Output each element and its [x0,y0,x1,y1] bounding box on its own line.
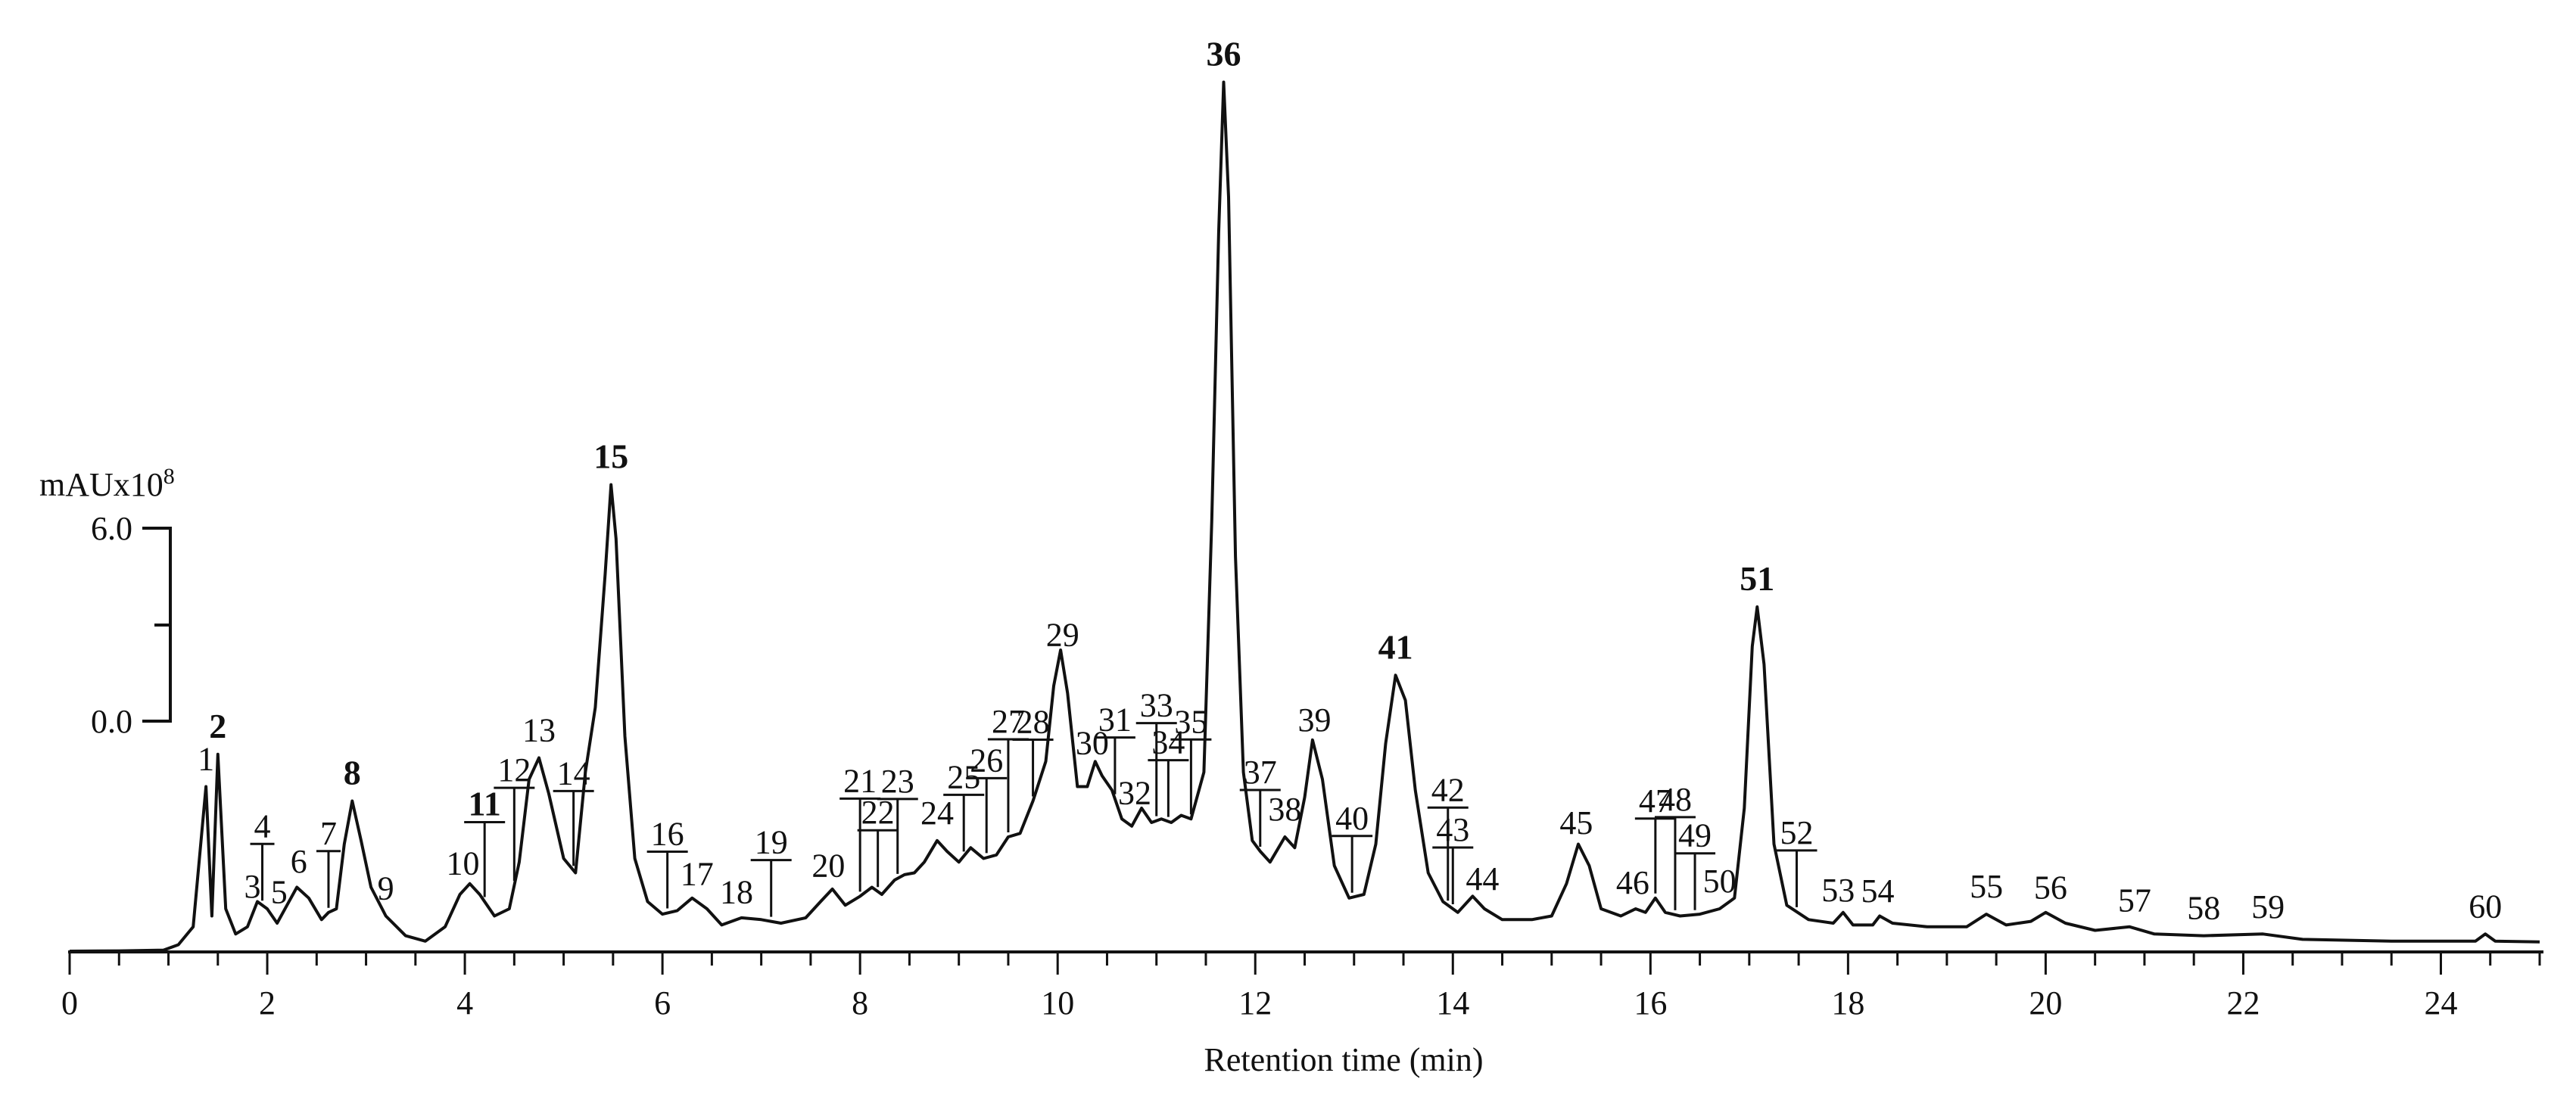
peak-label-51: 51 [1740,559,1774,598]
peak-label-9: 9 [378,870,394,907]
peak-label-41: 41 [1378,627,1413,666]
peak-label-55: 55 [1970,868,2003,905]
peak-label-21: 21 [843,762,877,799]
x-ticks: 0 2 4 6 8 10 12 14 16 18 20 22 24 [61,952,2541,1022]
x-tick-label: 6 [654,984,671,1022]
peak-label-33: 33 [1140,687,1173,724]
peak-label-26: 26 [970,742,1003,779]
peak-label-18: 18 [720,873,753,910]
peak-label-57: 57 [2118,882,2151,919]
peak-label-22: 22 [861,794,895,831]
peak-label-25: 25 [947,758,980,795]
peak-label-11: 11 [468,785,500,823]
peak-label-32: 32 [1118,775,1151,812]
peak-label-15: 15 [593,437,628,476]
x-tick-label: 18 [1831,984,1864,1022]
peak-label-59: 59 [2251,888,2285,925]
peak-label-35: 35 [1174,703,1207,740]
peak-label-52: 52 [1780,814,1813,851]
peak-label-39: 39 [1298,701,1332,739]
peak-label-30: 30 [1076,725,1109,762]
peak-label-20: 20 [811,847,845,884]
x-tick-label: 22 [2226,984,2260,1022]
x-tick-label: 16 [1634,984,1667,1022]
peak-label-19: 19 [755,824,788,861]
x-tick-label: 2 [259,984,276,1022]
peak-label-16: 16 [651,816,684,853]
y-unit-exponent: 8 [164,464,175,489]
peak-label-34: 34 [1151,724,1185,761]
axes: 0 2 4 6 8 10 12 14 16 18 20 22 24 Retention time (mi… [61,950,2543,1078]
peak-label-23: 23 [881,763,914,800]
peak-label-24: 24 [920,795,954,832]
x-tick-label: 24 [2424,984,2457,1022]
x-tick-label: 20 [2029,984,2062,1022]
y-tick-label-top: 6.0 [91,510,132,547]
x-tick-label: 12 [1238,984,1272,1022]
peak-label-17: 17 [681,856,714,893]
peak-label-50: 50 [1703,863,1737,900]
y-tick-label-bottom: 0.0 [91,703,132,740]
peak-label-58: 58 [2187,890,2220,927]
peak-label-4: 4 [254,807,271,844]
peak-label-10: 10 [446,845,479,882]
peak-label-12: 12 [497,751,531,788]
x-axis-title: Retention time (min) [1204,1041,1483,1078]
x-tick-label: 14 [1436,984,1469,1022]
peak-label-53: 53 [1821,872,1855,909]
peak-label-7: 7 [320,815,337,852]
peak-label-3: 3 [244,868,260,905]
y-unit-label: mAUx108 [39,464,175,503]
peak-label-44: 44 [1466,860,1499,897]
peak-label-40: 40 [1335,800,1369,837]
peak-label-27: 27 [992,703,1025,740]
peak-label-45: 45 [1559,804,1593,841]
y-unit-prefix: mAUx10 [39,466,164,503]
peak-label-29: 29 [1046,616,1079,653]
y-scale-bar: mAUx108 6.0 0.0 [39,464,175,740]
peak-label-14: 14 [557,754,590,792]
peak-label-37: 37 [1244,754,1277,791]
peak-label-48: 48 [1659,781,1692,818]
peak-label-13: 13 [522,712,556,749]
x-tick-label: 10 [1041,984,1074,1022]
peak-label-47: 47 [1639,782,1672,820]
peak-label-46: 46 [1616,864,1649,901]
peak-label-54: 54 [1861,872,1895,910]
x-tick-label: 8 [852,984,868,1022]
chromatogram-trace [69,80,2540,953]
peak-label-5: 5 [271,873,288,910]
peak-label-36: 36 [1206,35,1241,73]
peak-label-1: 1 [198,741,214,778]
peak-label-60: 60 [2469,888,2502,925]
peak-label-28: 28 [1017,704,1050,741]
peak-label-2: 2 [209,707,226,745]
peak-label-49: 49 [1678,817,1712,854]
peak-label-42: 42 [1431,771,1465,808]
peak-label-43: 43 [1436,811,1469,848]
peak-label-6: 6 [291,843,307,880]
peak-label-31: 31 [1098,701,1132,739]
x-tick-label: 4 [456,984,473,1022]
peak-label-38: 38 [1268,791,1301,828]
x-tick-label: 0 [61,984,78,1022]
peak-label-8: 8 [344,754,361,792]
peak-label-56: 56 [2034,869,2067,906]
